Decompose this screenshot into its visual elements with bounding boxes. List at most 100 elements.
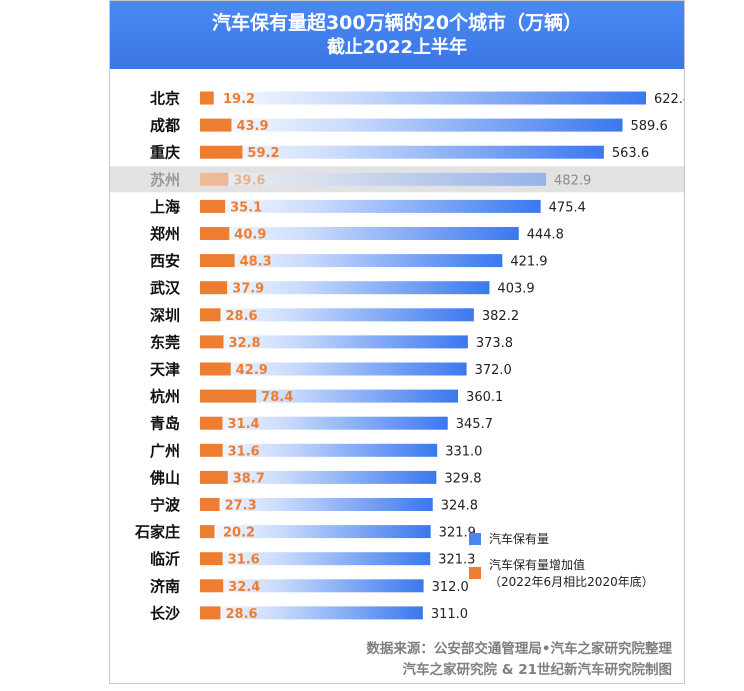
growth-value-label: 37.9 xyxy=(232,282,264,297)
growth-value-label: 28.6 xyxy=(225,309,257,324)
total-value-label: 331.0 xyxy=(445,444,482,459)
total-value-label: 321.9 xyxy=(439,526,476,541)
growth-value-label: 38.7 xyxy=(233,471,265,486)
total-bar xyxy=(200,227,519,240)
growth-bar xyxy=(200,470,228,484)
growth-value-label: 42.9 xyxy=(236,363,268,378)
total-bar xyxy=(200,118,623,132)
growth-bar xyxy=(200,525,215,539)
chart-subtitle: 截止2022上半年 xyxy=(326,37,468,58)
growth-value-label: 28.6 xyxy=(225,607,257,622)
total-value-label: 475.4 xyxy=(549,200,586,215)
total-value-label: 372.0 xyxy=(475,363,512,378)
city-label: 上海 xyxy=(150,198,180,216)
total-bar xyxy=(200,552,431,566)
total-value-label: 589.6 xyxy=(631,119,668,134)
total-bar xyxy=(200,254,503,268)
total-value-label: 312.0 xyxy=(432,580,469,595)
growth-bar xyxy=(200,254,235,268)
total-value-label: 563.6 xyxy=(612,146,649,161)
header-background xyxy=(110,1,684,69)
legend-label-growth-note: （2022年6月相比2020年底） xyxy=(489,574,654,589)
total-bar xyxy=(200,172,547,186)
legend-swatch-growth xyxy=(469,567,481,579)
total-bar xyxy=(200,606,423,620)
growth-bar xyxy=(200,281,228,295)
growth-value-label: 19.2 xyxy=(223,92,255,107)
total-bar xyxy=(200,579,424,593)
total-bar xyxy=(200,470,437,484)
data-source-note: 数据来源：公安部交通管理局•汽车之家研究院整理 汽车之家研究院 & 21世纪新汽… xyxy=(366,639,672,681)
total-bar xyxy=(200,199,541,213)
city-label: 北京 xyxy=(150,90,180,108)
total-value-label: 421.9 xyxy=(510,255,547,270)
growth-value-label: 31.6 xyxy=(228,444,260,459)
growth-bar xyxy=(200,335,224,349)
city-label: 青岛 xyxy=(150,415,180,433)
city-label: 天津 xyxy=(150,361,180,379)
city-label: 西安 xyxy=(150,252,180,270)
total-value-label: 324.8 xyxy=(441,499,478,514)
legend-swatch-total xyxy=(469,533,481,545)
total-bar xyxy=(200,416,448,430)
growth-value-label: 32.4 xyxy=(228,580,260,595)
growth-value-label: 20.2 xyxy=(223,526,255,541)
city-label: 成都 xyxy=(150,117,180,135)
growth-value-label: 59.2 xyxy=(247,146,279,161)
total-bar xyxy=(200,525,431,539)
total-bar xyxy=(200,443,438,457)
city-label: 深圳 xyxy=(150,306,180,324)
growth-bar xyxy=(200,145,243,159)
total-bar xyxy=(200,335,468,349)
growth-value-label: 31.4 xyxy=(228,417,260,432)
city-label: 石家庄 xyxy=(134,523,180,541)
city-label: 东莞 xyxy=(150,333,180,351)
total-bar xyxy=(200,308,474,322)
city-label: 苏州 xyxy=(150,171,180,189)
growth-bar xyxy=(200,362,231,376)
growth-bar xyxy=(200,172,229,186)
source-line-2: 汽车之家研究院 & 21世纪新汽车研究院制图 xyxy=(402,662,672,678)
city-label: 武汉 xyxy=(150,279,181,297)
growth-bar xyxy=(200,389,257,403)
growth-value-label: 48.3 xyxy=(240,255,272,270)
total-bar xyxy=(200,91,647,105)
total-bar xyxy=(200,281,490,295)
growth-value-label: 35.1 xyxy=(230,200,262,215)
total-bar xyxy=(200,389,459,403)
total-value-label: 345.7 xyxy=(456,417,493,432)
growth-bar xyxy=(200,552,223,566)
bar-chart: 北京 622.4 19.2 成都 589.6 43.9 重庆 563.6 59.2 苏州 482.9… xyxy=(110,1,684,622)
chart-header: 汽车保有量超300万辆的20个城市（万辆） 截止2022上半年 xyxy=(110,1,684,69)
total-value-label: 329.8 xyxy=(444,471,481,486)
growth-value-label: 40.9 xyxy=(234,228,266,243)
total-value-label: 311.0 xyxy=(431,607,468,622)
legend: 汽车保有量 汽车保有量增加值 （2022年6月相比2020年底） xyxy=(469,531,654,589)
legend-label-growth: 汽车保有量增加值 xyxy=(489,557,585,572)
total-value-label: 444.8 xyxy=(527,228,564,243)
growth-bar xyxy=(200,579,224,593)
growth-value-label: 78.4 xyxy=(261,390,293,405)
city-label: 佛山 xyxy=(149,469,180,487)
city-label: 郑州 xyxy=(150,225,180,243)
source-line-1: 数据来源：公安部交通管理局•汽车之家研究院整理 xyxy=(366,641,672,657)
total-bar xyxy=(200,145,604,159)
growth-bar xyxy=(200,606,221,620)
total-bar xyxy=(200,498,433,511)
growth-bar xyxy=(200,308,221,322)
growth-bar xyxy=(200,498,220,511)
growth-bar xyxy=(200,199,226,213)
city-label: 济南 xyxy=(150,577,180,595)
chart-card: 北京 622.4 19.2 成都 589.6 43.9 重庆 563.6 59.2 苏州 482.9… xyxy=(109,0,685,684)
total-value-label: 482.9 xyxy=(554,173,591,188)
chart-title: 汽车保有量超300万辆的20个城市（万辆） xyxy=(211,12,583,34)
growth-value-label: 31.6 xyxy=(228,553,260,568)
legend-label-total: 汽车保有量 xyxy=(489,531,549,546)
total-value-label: 382.2 xyxy=(482,309,519,324)
growth-bar xyxy=(200,443,223,457)
growth-bar xyxy=(200,118,232,132)
total-value-label: 373.8 xyxy=(476,336,513,351)
growth-value-label: 43.9 xyxy=(236,119,268,134)
total-value-label: 403.9 xyxy=(497,282,534,297)
city-label: 长沙 xyxy=(150,604,180,622)
